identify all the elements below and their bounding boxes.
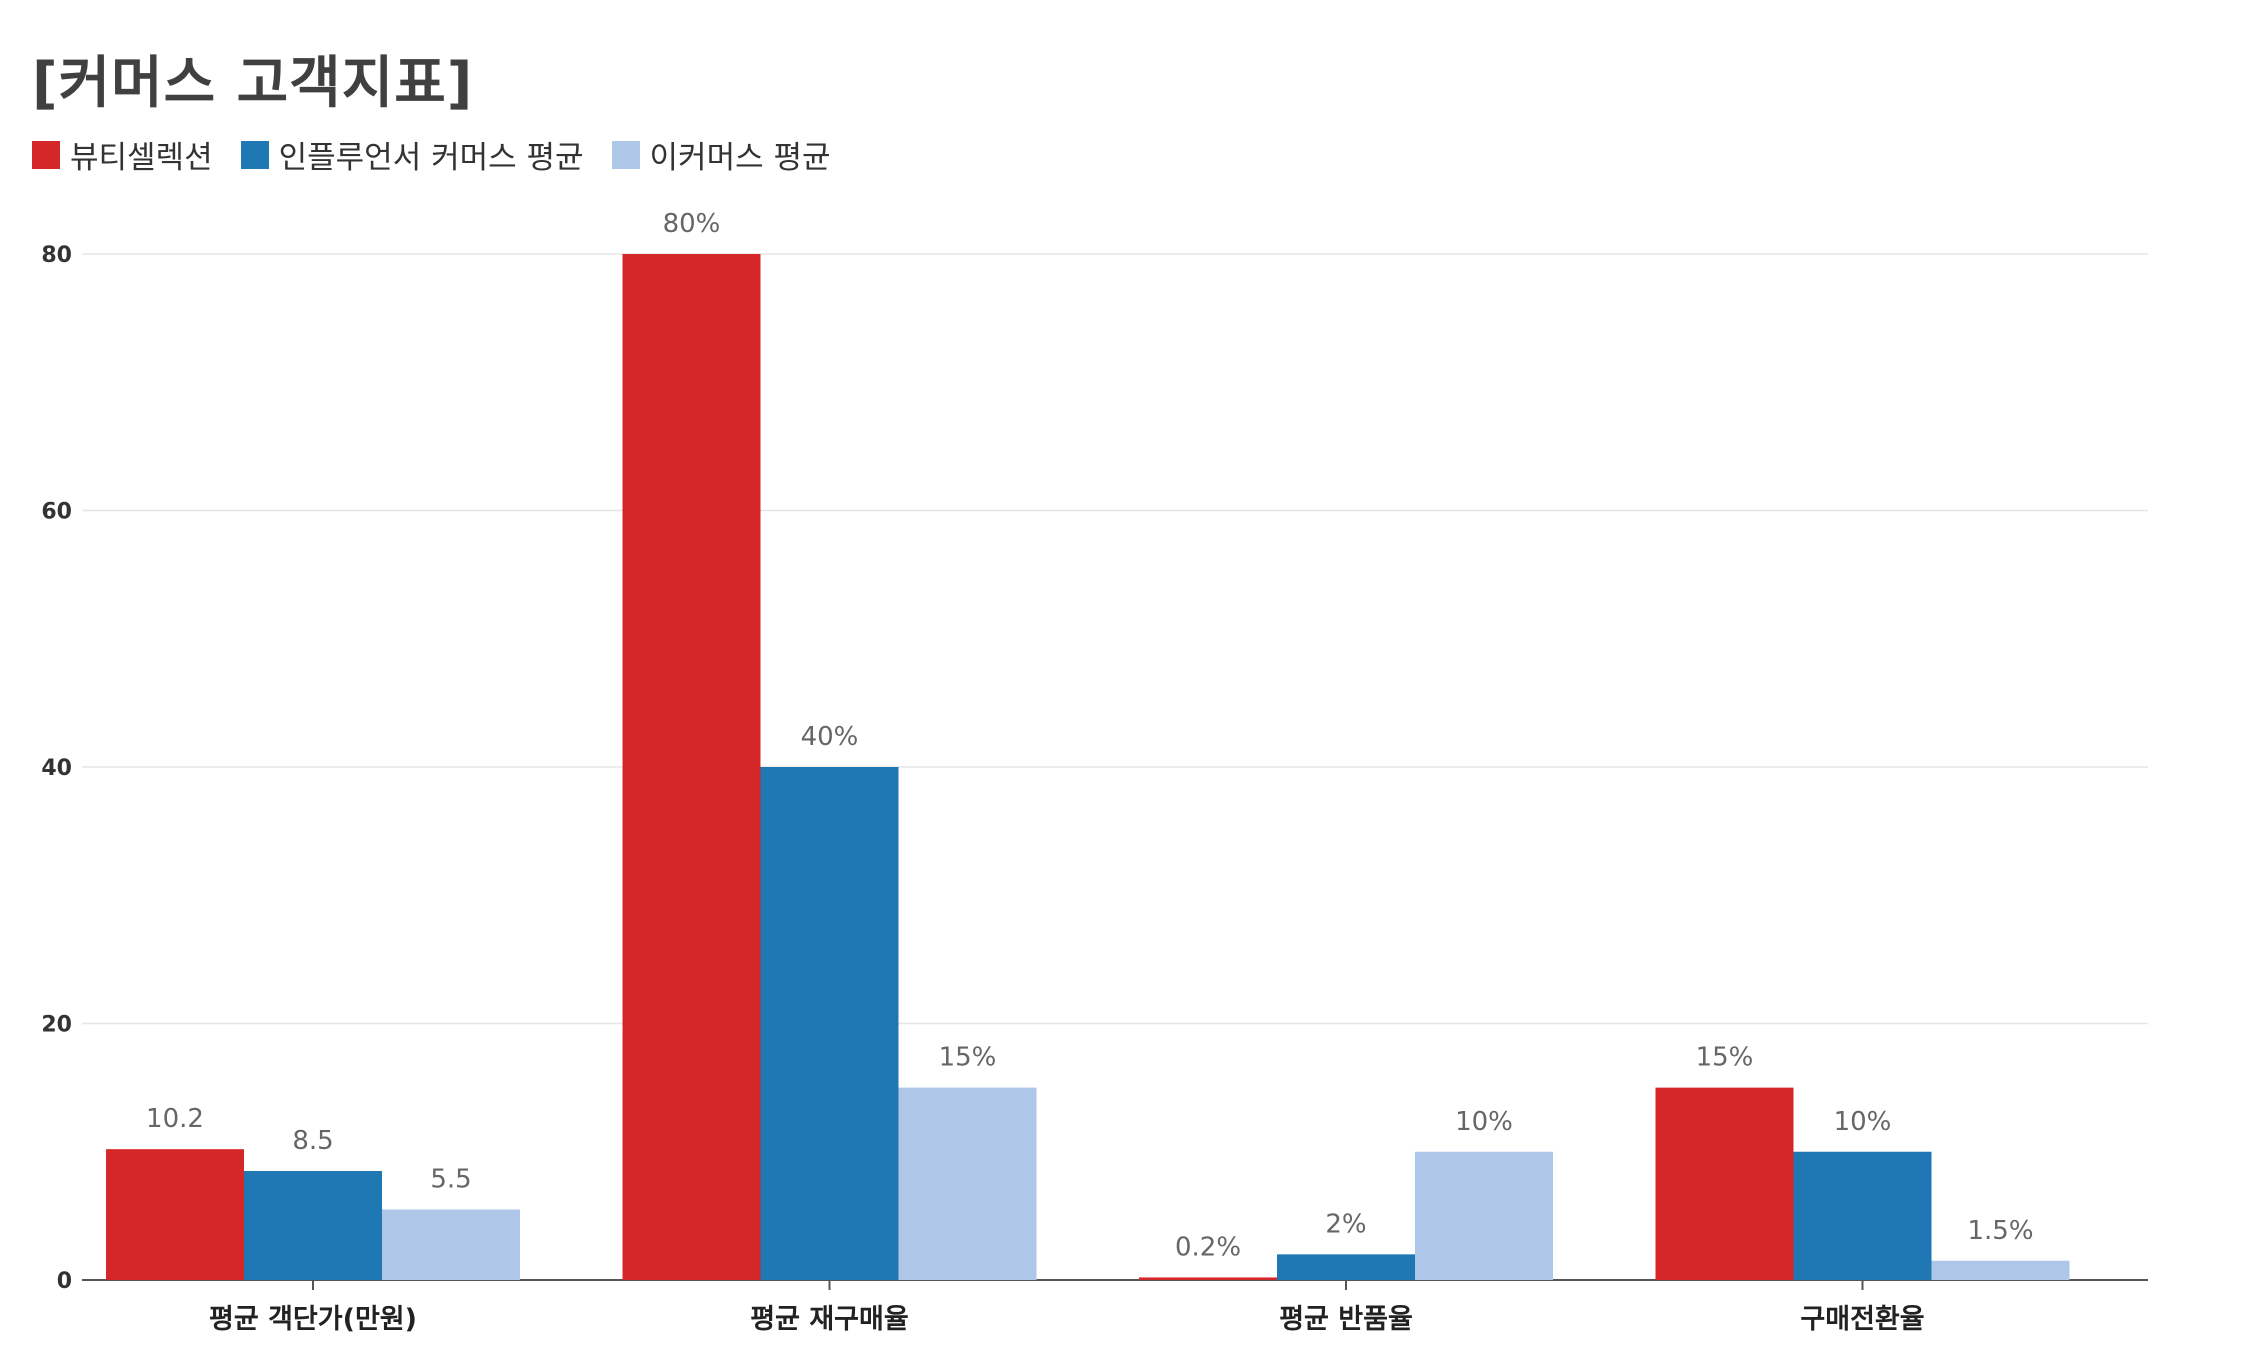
bar-s1-c2[interactable] bbox=[1277, 1254, 1415, 1280]
bar-s1-c3[interactable] bbox=[1793, 1151, 1932, 1280]
legend: 뷰티셀렉션 인플루언서 커머스 평균 이커머스 평균 bbox=[32, 132, 859, 177]
y-tick-label-80: 80 bbox=[41, 243, 72, 268]
data-label-s1-c3: 10% bbox=[1834, 1107, 1892, 1137]
data-label-s2-c2: 10% bbox=[1455, 1107, 1513, 1137]
data-label-s2-c1: 15% bbox=[939, 1043, 997, 1073]
data-label-s2-c0: 5.5 bbox=[430, 1164, 471, 1194]
legend-swatch-influencer-commerce bbox=[240, 140, 269, 169]
legend-item-influencer-commerce[interactable]: 인플루언서 커머스 평균 bbox=[240, 132, 584, 177]
legend-item-beauty-selection[interactable]: 뷰티셀렉션 bbox=[32, 132, 213, 177]
y-tick-label-20: 20 bbox=[41, 1013, 72, 1038]
x-tick-label-1: 평균 재구매율 bbox=[750, 1304, 908, 1335]
data-label-s1-c1: 40% bbox=[801, 722, 859, 752]
legend-label-influencer-commerce: 인플루언서 커머스 평균 bbox=[278, 140, 584, 176]
bar-s0-c0[interactable] bbox=[106, 1149, 244, 1280]
legend-swatch-beauty-selection bbox=[32, 140, 60, 169]
data-label-s0-c2: 0.2% bbox=[1175, 1232, 1241, 1262]
bar-s0-c2[interactable] bbox=[1139, 1277, 1277, 1280]
x-tick-label-0: 평균 객단가(만원) bbox=[209, 1304, 417, 1335]
bar-s2-c2[interactable] bbox=[1415, 1151, 1553, 1280]
data-label-s1-c2: 2% bbox=[1325, 1209, 1366, 1239]
data-label-s0-c3: 15% bbox=[1696, 1043, 1754, 1073]
bar-s0-c3[interactable] bbox=[1655, 1087, 1794, 1280]
bar-s2-c0[interactable] bbox=[382, 1209, 520, 1280]
x-tick-label-3: 구매전환율 bbox=[1800, 1304, 1924, 1335]
data-label-s0-c1: 80% bbox=[663, 209, 721, 239]
legend-item-ecommerce[interactable]: 이커머스 평균 bbox=[611, 132, 831, 177]
legend-swatch-ecommerce bbox=[611, 140, 640, 169]
data-label-s0-c0: 10.2 bbox=[146, 1104, 204, 1134]
bar-s2-c1[interactable] bbox=[898, 1087, 1037, 1280]
bar-s0-c1[interactable] bbox=[622, 254, 761, 1280]
chart-title: [커머스 고객지표] bbox=[32, 51, 474, 116]
y-tick-label-60: 60 bbox=[41, 500, 72, 525]
y-tick-label-40: 40 bbox=[41, 756, 72, 781]
legend-label-ecommerce: 이커머스 평균 bbox=[649, 140, 831, 176]
legend-label-beauty-selection: 뷰티셀렉션 bbox=[70, 140, 213, 176]
x-tick-label-2: 평균 반품율 bbox=[1279, 1304, 1413, 1335]
bar-s1-c0[interactable] bbox=[244, 1170, 382, 1280]
bar-s1-c1[interactable] bbox=[760, 767, 899, 1280]
data-label-s1-c0: 8.5 bbox=[292, 1126, 333, 1156]
y-tick-label-0: 0 bbox=[57, 1269, 72, 1294]
data-label-s2-c3: 1.5% bbox=[1967, 1216, 2033, 1246]
bar-s2-c3[interactable] bbox=[1931, 1260, 2070, 1280]
